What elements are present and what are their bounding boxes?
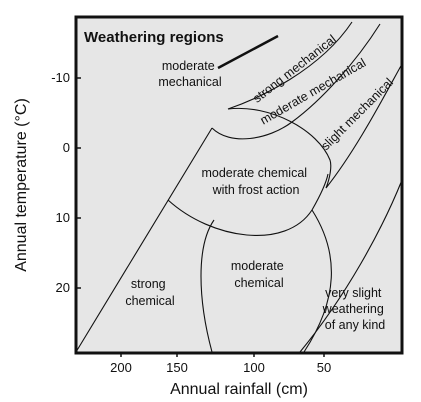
region-strong-chemical: strong chemical [125, 277, 174, 308]
boundary-slight-mechanical [227, 63, 403, 189]
boundary-diagonal [75, 127, 213, 353]
region-very-slight-line3: of any kind [325, 318, 386, 332]
x-tick-label-150: 150 [166, 360, 188, 375]
y-tick-label-20: 20 [56, 280, 70, 295]
region-strong-chemical-line2: chemical [125, 294, 174, 308]
region-moderate-chemical-frost-line2: with frost action [212, 183, 300, 197]
region-moderate-chemical-line2: chemical [234, 276, 283, 290]
x-tick-label-200: 200 [110, 360, 132, 375]
boundary-strong-chemical [200, 219, 215, 353]
y-axis-ticks: -10 0 10 20 [51, 70, 81, 295]
region-moderate-mechanical-line2: mechanical [158, 75, 221, 89]
y-tick-label-10: 10 [56, 210, 70, 225]
region-moderate-mechanical-line1: moderate [162, 59, 215, 73]
x-tick-label-100: 100 [243, 360, 265, 375]
region-boundaries [75, 21, 403, 353]
region-moderate-chemical-line1: moderate [231, 259, 284, 273]
region-moderate-chemical-frost: moderate chemical with frost action [201, 166, 310, 197]
boundary-strong-mechanical [227, 21, 353, 110]
boundary-moderate-chemical-frost [167, 173, 329, 237]
x-tick-label-50: 50 [317, 360, 331, 375]
region-moderate-mechanical: moderate mechanical [158, 59, 221, 89]
region-strong-chemical-line1: strong [131, 277, 166, 291]
diagram-title: Weathering regions [84, 29, 224, 46]
region-moderate-chemical: moderate chemical [231, 259, 287, 290]
plot-area [74, 15, 404, 355]
y-axis-label: Annual temperature (°C) [13, 98, 30, 272]
region-very-slight: very slight weathering of any kind [322, 286, 388, 332]
region-moderate-chemical-frost-line1: moderate chemical [201, 166, 307, 180]
y-tick-label-m10: -10 [51, 70, 70, 85]
x-axis-ticks: 200 150 100 50 [110, 352, 331, 375]
y-tick-label-0: 0 [63, 140, 70, 155]
boundary-very-slight [299, 179, 403, 353]
x-axis-label: Annual rainfall (cm) [170, 381, 308, 398]
region-very-slight-line2: weathering [322, 302, 384, 316]
indicator-line [217, 34, 279, 70]
region-very-slight-line1: very slight [325, 286, 382, 300]
